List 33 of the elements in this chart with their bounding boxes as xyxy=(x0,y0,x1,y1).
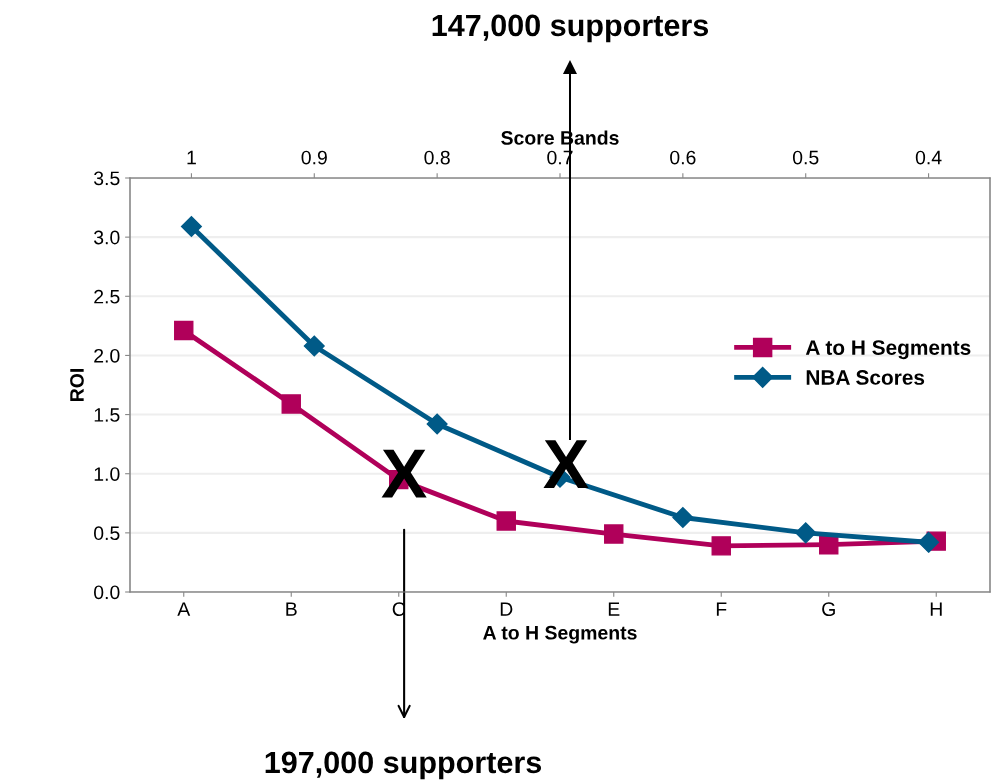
y-tick-label: 0.0 xyxy=(94,585,120,600)
x2-tick-label: 1 xyxy=(187,150,196,165)
x-tick-label: F xyxy=(716,602,727,616)
y-tick-label: 1.5 xyxy=(94,408,120,422)
x-tick-label: H xyxy=(930,602,942,616)
y-tick-label: 2.0 xyxy=(94,348,120,363)
point xyxy=(604,524,624,544)
x2-tick-label: 0.5 xyxy=(792,150,819,165)
point xyxy=(174,320,194,341)
x-tick-label: G xyxy=(822,602,835,616)
y-axis-title: ROI xyxy=(70,369,84,401)
point xyxy=(496,511,516,531)
x-tick-label: D xyxy=(500,602,513,616)
x-tick-label: E xyxy=(608,602,620,616)
y-tick-label: 3.0 xyxy=(93,230,120,245)
text: 197,000 supporters xyxy=(265,751,542,780)
x2-tick-label: 0.4 xyxy=(915,150,942,165)
point xyxy=(711,536,731,556)
legend-label: A to H Segments xyxy=(805,340,971,360)
x-tick-label: B xyxy=(286,602,297,616)
x-tick-label: A xyxy=(177,602,191,616)
y-tick-label: 3.5 xyxy=(93,171,120,186)
annotation: X xyxy=(543,440,589,488)
y-tick-label: 1.0 xyxy=(94,467,120,481)
text: 147,000 supporters xyxy=(432,14,709,43)
point xyxy=(281,394,301,414)
legend-label: NBA Scores xyxy=(806,370,925,385)
y-tick-label: 0.5 xyxy=(94,526,120,541)
x2-tick-label: 0.8 xyxy=(424,150,450,165)
y-tick-label: 2.5 xyxy=(94,289,120,304)
x-axis-title: A to H Segments xyxy=(483,625,637,644)
x2-tick-label: 0.9 xyxy=(301,150,327,165)
x2-tick-label: 0.6 xyxy=(670,150,696,165)
